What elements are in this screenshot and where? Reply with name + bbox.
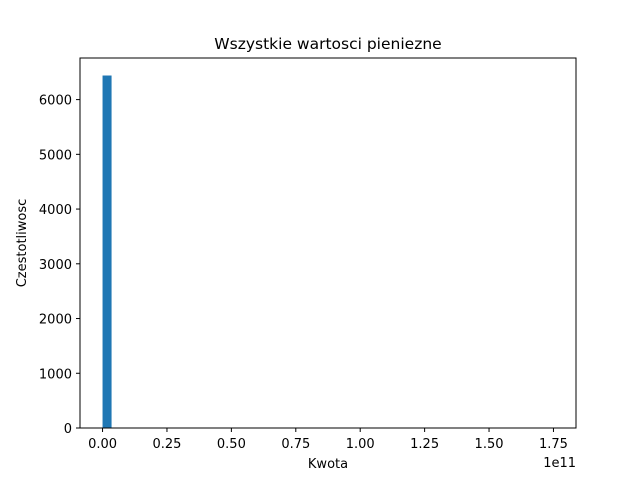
y-tick-label: 5000 [39,148,72,163]
x-tick-label: 1.25 [410,437,439,452]
x-tick-label: 0.25 [152,437,181,452]
y-tick-label: 0 [64,422,72,437]
x-tick-label: 0.75 [281,437,310,452]
y-tick-label: 1000 [39,367,72,382]
y-tick-label: 3000 [39,258,72,273]
x-axis-offset-label: 1e11 [543,456,576,471]
y-ticks: 0 1000 2000 3000 4000 5000 6000 [39,94,80,437]
x-ticks: 0.00 0.25 0.50 0.75 1.00 1.25 1.50 1.75 [88,428,568,452]
bars-group [102,75,112,428]
y-tick-label: 2000 [39,313,72,328]
histogram-bar-0 [102,75,112,428]
x-tick-label: 1.00 [346,437,375,452]
x-axis-label: Kwota [308,457,348,472]
y-tick-label: 4000 [39,203,72,218]
plot-frame [79,57,577,429]
y-tick-label: 6000 [39,94,72,109]
x-tick-label: 0.50 [217,437,246,452]
x-tick-label: 0.00 [88,437,117,452]
x-tick-label: 1.75 [539,437,568,452]
x-tick-label: 1.50 [475,437,504,452]
chart-title: Wszystkie wartosci pieniezne [214,35,441,53]
y-axis-label: Czestotliwosc [15,199,30,288]
